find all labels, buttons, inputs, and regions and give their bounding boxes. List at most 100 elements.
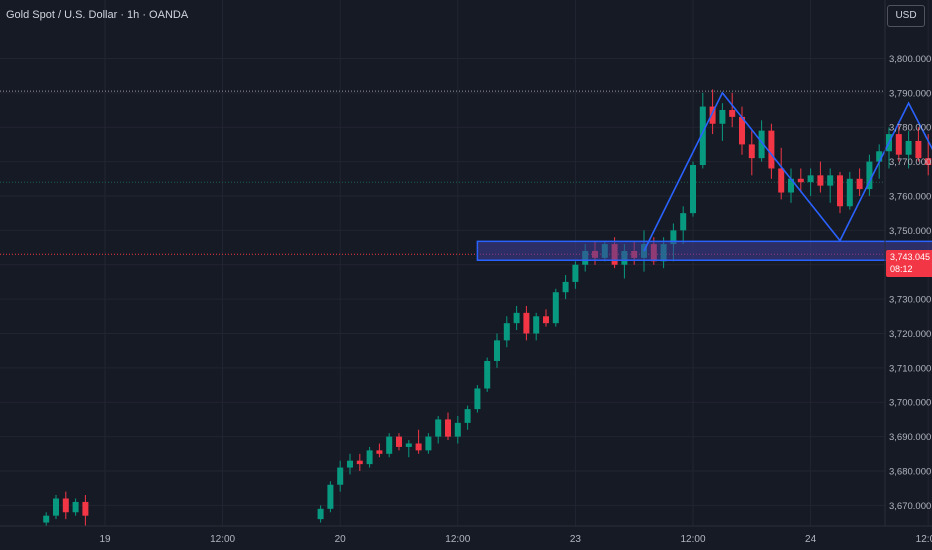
bearish-candle[interactable]: [915, 127, 922, 162]
bearish-candle[interactable]: [543, 309, 549, 327]
bearish-candle[interactable]: [82, 495, 89, 526]
bearish-candle[interactable]: [62, 491, 69, 520]
candle-body: [572, 264, 579, 282]
bullish-candle[interactable]: [337, 460, 344, 492]
bearish-candle[interactable]: [445, 412, 451, 441]
bullish-candle[interactable]: [503, 316, 510, 348]
bearish-candle[interactable]: [895, 123, 902, 162]
candle-body: [415, 443, 422, 451]
bullish-candle[interactable]: [484, 357, 491, 392]
price-tick-label: 3,720.000: [889, 329, 931, 340]
bearish-candle[interactable]: [856, 168, 863, 196]
candle-body: [464, 409, 471, 423]
candle-body: [317, 508, 324, 520]
bearish-candle[interactable]: [729, 92, 736, 128]
candle-body: [837, 175, 843, 207]
candle-body: [543, 316, 549, 324]
candle-body: [494, 340, 500, 361]
bullish-candle[interactable]: [405, 440, 412, 458]
bearish-candle[interactable]: [768, 123, 775, 179]
price-tick-label: 3,770.000: [889, 157, 931, 168]
bullish-candle[interactable]: [435, 415, 442, 444]
last-price-label: 3,743.045: [890, 252, 931, 262]
time-tick-label: 12:00: [680, 534, 705, 545]
bullish-candle[interactable]: [905, 130, 912, 169]
candle-body: [562, 281, 569, 293]
candle-body: [533, 316, 540, 334]
bullish-candle[interactable]: [464, 405, 471, 430]
price-tick-label: 3,780.000: [889, 123, 931, 134]
bullish-candle[interactable]: [866, 154, 873, 196]
candle-body: [925, 158, 932, 166]
bullish-candle[interactable]: [53, 495, 59, 520]
candle-body: [347, 460, 353, 468]
bar-countdown-label: 08:12: [890, 264, 913, 274]
support-zone-rectangle[interactable]: [476, 240, 932, 261]
bullish-candle[interactable]: [788, 168, 794, 203]
time-tick-label: 20: [335, 534, 347, 545]
candle-body: [670, 230, 677, 245]
bullish-candle[interactable]: [572, 261, 579, 289]
bullish-candle[interactable]: [690, 161, 696, 217]
bullish-candle[interactable]: [425, 433, 432, 454]
candle-body: [719, 110, 726, 124]
bullish-candle[interactable]: [317, 505, 324, 523]
candle-body: [376, 450, 383, 454]
bullish-candle[interactable]: [846, 171, 853, 210]
bearish-candle[interactable]: [837, 171, 843, 214]
bullish-candle[interactable]: [72, 498, 79, 516]
candle-body: [797, 178, 804, 183]
bearish-candle[interactable]: [778, 147, 785, 200]
bullish-candle[interactable]: [533, 312, 540, 341]
candle-body: [768, 130, 775, 169]
bearish-candle[interactable]: [817, 161, 824, 193]
bullish-candle[interactable]: [474, 385, 481, 413]
currency-button[interactable]: USD: [887, 5, 925, 27]
candle-body: [445, 419, 451, 437]
bullish-candle[interactable]: [807, 168, 814, 196]
time-tick-label: 12:00: [916, 534, 932, 545]
candle-body: [748, 144, 755, 159]
bullish-candle[interactable]: [366, 446, 373, 468]
bullish-candle[interactable]: [827, 168, 834, 203]
candle-body: [513, 312, 520, 324]
candle-body: [72, 501, 79, 513]
bearish-candle[interactable]: [376, 443, 383, 458]
bearish-candle[interactable]: [356, 453, 363, 471]
price-tick-label: 3,750.000: [889, 226, 931, 237]
bullish-candle[interactable]: [386, 433, 393, 458]
bullish-candle[interactable]: [327, 481, 334, 513]
bullish-candle[interactable]: [494, 333, 500, 368]
candle-body: [425, 436, 432, 451]
head-shoulders-projection[interactable]: [643, 91, 932, 468]
bearish-candle[interactable]: [748, 130, 755, 176]
bullish-candle[interactable]: [552, 288, 559, 327]
candle-body: [386, 436, 393, 454]
support-zone[interactable]: [476, 240, 932, 261]
bullish-candle[interactable]: [347, 453, 353, 475]
candle-body: [817, 175, 824, 186]
price-tick-label: 3,700.000: [889, 398, 931, 409]
candlestick-series[interactable]: [0, 89, 932, 526]
bullish-candle[interactable]: [513, 305, 520, 331]
pattern-polyline[interactable]: [643, 91, 932, 468]
candle-body: [474, 388, 481, 410]
bullish-candle[interactable]: [562, 275, 569, 300]
bearish-candle[interactable]: [415, 429, 422, 454]
bullish-candle[interactable]: [719, 103, 726, 141]
bearish-candle[interactable]: [797, 168, 804, 193]
bullish-candle[interactable]: [454, 415, 461, 444]
price-tick-label: 3,670.000: [889, 501, 931, 512]
bearish-candle[interactable]: [523, 305, 530, 341]
bullish-candle[interactable]: [43, 512, 50, 526]
candle-body: [503, 323, 510, 341]
bearish-candle[interactable]: [396, 433, 402, 451]
candle-body: [484, 360, 491, 389]
candle-body: [758, 130, 765, 159]
candle-body: [895, 134, 902, 155]
bearish-candle[interactable]: [739, 106, 745, 155]
bullish-candle[interactable]: [680, 206, 687, 245]
candle-body: [327, 484, 334, 509]
